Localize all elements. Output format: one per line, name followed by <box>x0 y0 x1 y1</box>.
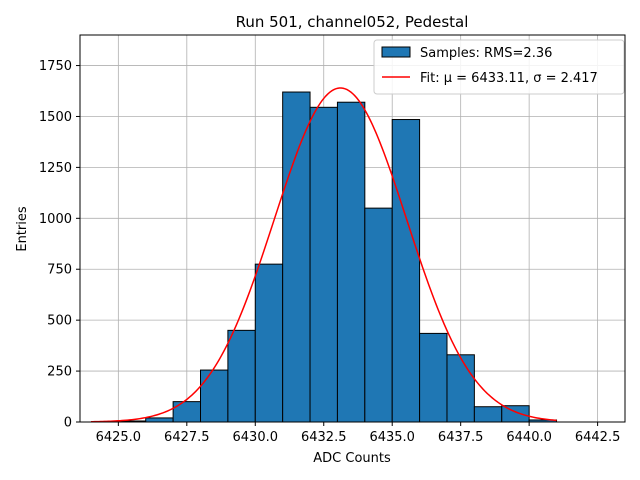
y-tick-label: 1500 <box>39 110 72 125</box>
x-tick-label: 6432.5 <box>301 430 347 445</box>
legend-box <box>373 39 625 95</box>
histogram-bars <box>117 91 558 423</box>
legend-samples-swatch <box>381 46 411 58</box>
histogram-bar <box>419 332 448 423</box>
fit-curve <box>90 87 557 423</box>
histogram-bar <box>309 106 338 423</box>
histogram-bar <box>364 207 393 423</box>
y-tick-label: 500 <box>47 314 72 329</box>
y-axis: 0 250 500 750 1000 1250 1500 1750 <box>39 59 80 431</box>
y-tick-label: 750 <box>47 263 72 278</box>
y-tick-label: 0 <box>64 416 72 431</box>
x-tick-label: 6437.5 <box>438 430 484 445</box>
histogram-bar <box>145 417 174 423</box>
legend-samples-label: Samples: RMS=2.36 <box>420 46 552 61</box>
y-axis-label: Entries <box>15 206 30 252</box>
plot-frame <box>79 34 626 423</box>
x-tick-label: 6442.5 <box>575 430 621 445</box>
histogram-bar <box>282 91 311 423</box>
y-tick-label: 1750 <box>39 59 72 74</box>
x-tick-label: 6425.0 <box>96 430 142 445</box>
x-tick-label: 6440.0 <box>506 430 552 445</box>
x-tick-label: 6430.0 <box>233 430 279 445</box>
histogram-bar <box>501 405 530 423</box>
legend-fit-label: Fit: μ = 6433.11, σ = 2.417 <box>420 71 598 86</box>
histogram-bar <box>200 369 229 423</box>
histogram-bar <box>336 101 366 423</box>
x-tick-label: 6435.0 <box>369 430 415 445</box>
x-tick-label: 6427.5 <box>164 430 210 445</box>
histogram-bar <box>172 401 202 423</box>
histogram-bar <box>446 354 475 423</box>
histogram-bar <box>391 119 421 423</box>
x-axis: 6425.0 6427.5 6430.0 6432.5 6435.0 6437.5 6440… <box>96 422 621 445</box>
y-tick-label: 1000 <box>39 212 72 227</box>
chart-title: Run 501, channel052, Pedestal <box>236 13 469 31</box>
histogram-bar <box>227 329 256 423</box>
x-axis-label: ADC Counts <box>313 451 391 466</box>
y-tick-label: 250 <box>47 365 72 380</box>
histogram-bar <box>254 263 284 423</box>
y-tick-label: 1250 <box>39 161 72 176</box>
legend: Samples: RMS=2.36 Fit: μ = 6433.11, σ = … <box>373 39 625 95</box>
histogram-bar <box>473 406 503 423</box>
